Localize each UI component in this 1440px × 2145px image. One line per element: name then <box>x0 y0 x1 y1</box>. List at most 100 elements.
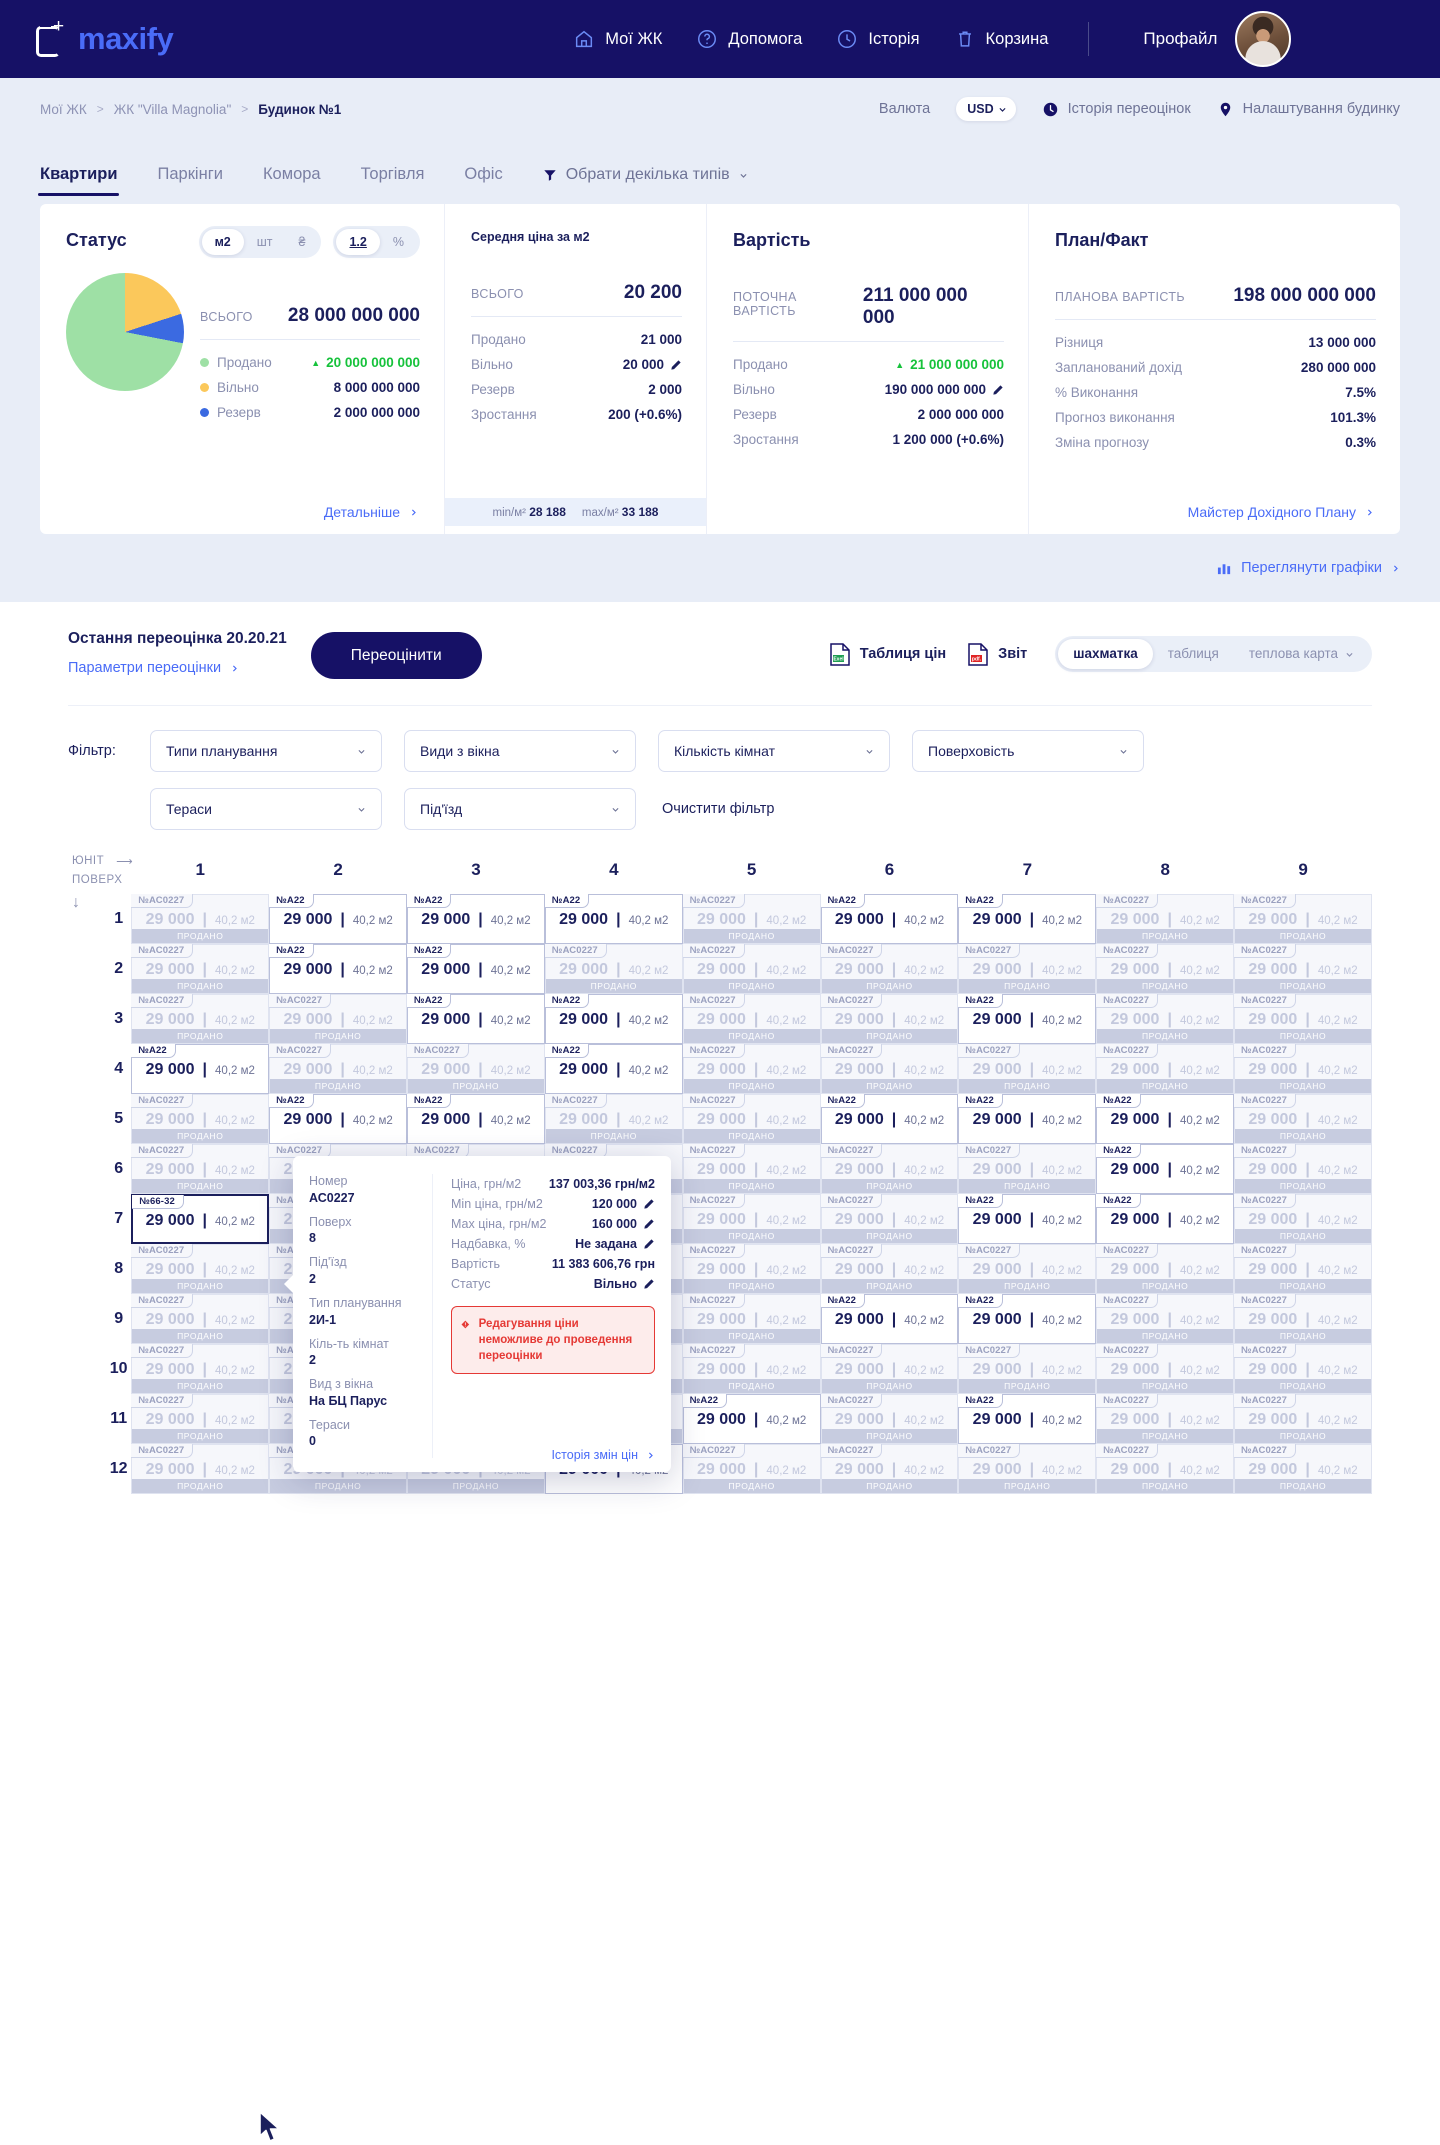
unit-cell[interactable]: №АС0227 29 000 | 40,2 м2 ПРОДАНО <box>682 1294 821 1344</box>
unit-cell[interactable]: №А22 29 000 | 40,2 м2 <box>958 1294 1097 1344</box>
unit-cell[interactable]: №АС0227 29 000 | 40,2 м2 ПРОДАНО <box>131 1244 270 1294</box>
filter-floors[interactable]: Поверховість <box>912 730 1144 772</box>
unit-cell[interactable]: №А22 29 000 | 40,2 м2 <box>958 1194 1097 1244</box>
report-export-link[interactable]: pdf. Звіт <box>968 642 1027 666</box>
unit-option-uah[interactable]: ₴ <box>298 235 306 249</box>
unit-cell[interactable]: №А22 29 000 | 40,2 м2 <box>407 1094 545 1144</box>
filter-entrance[interactable]: Під'їзд <box>404 788 636 830</box>
unit-cell[interactable]: №АС0227 29 000 | 40,2 м2 ПРОДАНО <box>958 1144 1097 1194</box>
breadcrumb-item-1[interactable]: ЖК "Villa Magnolia" <box>113 101 232 117</box>
unit-cell[interactable]: №АС0227 29 000 | 40,2 м2 ПРОДАНО <box>820 1244 959 1294</box>
unit-cell[interactable]: №АС0227 29 000 | 40,2 м2 ПРОДАНО <box>131 994 270 1044</box>
nav-item-my-complexes[interactable]: Мої ЖК <box>573 28 662 50</box>
multi-type-filter[interactable]: Обрати декілька типів <box>543 166 748 196</box>
unit-cell[interactable]: №АС0227 29 000 | 40,2 м2 ПРОДАНО <box>1234 1294 1372 1344</box>
unit-cell[interactable]: №А22 29 000 | 40,2 м2 <box>131 1044 270 1094</box>
unit-cell[interactable]: №АС0227 29 000 | 40,2 м2 ПРОДАНО <box>131 1344 270 1394</box>
unit-cell[interactable]: №АС0227 29 000 | 40,2 м2 ПРОДАНО <box>131 1444 270 1494</box>
tab-commerce[interactable]: Торгівля <box>360 165 425 183</box>
unit-cell[interactable]: №А22 29 000 | 40,2 м2 <box>1096 1194 1235 1244</box>
unit-cell[interactable]: №АС0227 29 000 | 40,2 м2 ПРОДАНО <box>820 944 959 994</box>
unit-cell[interactable]: №АС0227 29 000 | 40,2 м2 ПРОДАНО <box>131 894 270 944</box>
unit-cell[interactable]: №АС0227 29 000 | 40,2 м2 ПРОДАНО <box>820 1444 959 1494</box>
unit-cell[interactable]: №АС0227 29 000 | 40,2 м2 ПРОДАНО <box>682 1144 821 1194</box>
unit-cell[interactable]: №66-32 29 000 | 40,2 м2 <box>131 1194 270 1244</box>
edit-pencil-icon[interactable] <box>643 1278 655 1290</box>
unit-cell[interactable]: №А22 29 000 | 40,2 м2 <box>544 1044 683 1094</box>
edit-pencil-icon[interactable] <box>670 359 682 371</box>
view-mode-table[interactable]: таблиця <box>1167 646 1219 661</box>
unit-cell[interactable]: №АС0227 29 000 | 40,2 м2 ПРОДАНО <box>407 1044 545 1094</box>
unit-cell[interactable]: №АС0227 29 000 | 40,2 м2 ПРОДАНО <box>1096 1394 1235 1444</box>
unit-cell[interactable]: №АС0227 29 000 | 40,2 м2 ПРОДАНО <box>682 1094 821 1144</box>
edit-pencil-icon[interactable] <box>643 1218 655 1230</box>
unit-cell[interactable]: №АС0227 29 000 | 40,2 м2 ПРОДАНО <box>1234 1394 1372 1444</box>
unit-cell[interactable]: №АС0227 29 000 | 40,2 м2 ПРОДАНО <box>820 994 959 1044</box>
tab-apartments[interactable]: Квартири <box>37 165 120 196</box>
unit-cell[interactable]: №АС0227 29 000 | 40,2 м2 ПРОДАНО <box>1096 1044 1235 1094</box>
unit-cell[interactable]: №А22 29 000 | 40,2 м2 <box>544 994 683 1044</box>
unit-cell[interactable]: №АС0227 29 000 | 40,2 м2 ПРОДАНО <box>131 1094 270 1144</box>
unit-cell[interactable]: №АС0227 29 000 | 40,2 м2 ПРОДАНО <box>820 1194 959 1244</box>
unit-cell[interactable]: №АС0227 29 000 | 40,2 м2 ПРОДАНО <box>131 1294 270 1344</box>
brand-logo[interactable]: + maxify <box>36 17 174 59</box>
unit-cell[interactable]: №АС0227 29 000 | 40,2 м2 ПРОДАНО <box>682 894 821 944</box>
unit-cell[interactable]: №А22 29 000 | 40,2 м2 <box>407 994 545 1044</box>
unit-cell[interactable]: №АС0227 29 000 | 40,2 м2 ПРОДАНО <box>544 1094 683 1144</box>
unit-cell[interactable]: №АС0227 29 000 | 40,2 м2 ПРОДАНО <box>682 994 821 1044</box>
unit-cell[interactable]: №АС0227 29 000 | 40,2 м2 ПРОДАНО <box>131 1394 270 1444</box>
tab-office[interactable]: Офіс <box>464 165 503 183</box>
unit-cell[interactable]: №А22 29 000 | 40,2 м2 <box>958 994 1097 1044</box>
unit-cell[interactable]: №АС0227 29 000 | 40,2 м2 ПРОДАНО <box>1234 1094 1372 1144</box>
unit-cell[interactable]: №АС0227 29 000 | 40,2 м2 ПРОДАНО <box>1096 1244 1235 1294</box>
avatar[interactable] <box>1235 11 1292 67</box>
unit-option-m2[interactable]: м2 <box>201 229 244 255</box>
price-history-link[interactable]: Історія змін цін <box>551 1448 655 1462</box>
unit-cell[interactable]: №АС0227 29 000 | 40,2 м2 ПРОДАНО <box>1096 1344 1235 1394</box>
unit-cell[interactable]: №АС0227 29 000 | 40,2 м2 ПРОДАНО <box>820 1344 959 1394</box>
unit-cell[interactable]: №АС0227 29 000 | 40,2 м2 ПРОДАНО <box>1096 994 1235 1044</box>
edit-pencil-icon[interactable] <box>643 1198 655 1210</box>
unit-cell[interactable]: №АС0227 29 000 | 40,2 м2 ПРОДАНО <box>682 1444 821 1494</box>
unit-cell[interactable]: №АС0227 29 000 | 40,2 м2 ПРОДАНО <box>958 944 1097 994</box>
unit-cell[interactable]: №АС0227 29 000 | 40,2 м2 ПРОДАНО <box>1234 894 1372 944</box>
unit-cell[interactable]: №АС0227 29 000 | 40,2 м2 ПРОДАНО <box>1096 1294 1235 1344</box>
edit-pencil-icon[interactable] <box>643 1238 655 1250</box>
house-settings-link[interactable]: Налаштування будинку <box>1217 101 1400 118</box>
unit-cell[interactable]: №АС0227 29 000 | 40,2 м2 ПРОДАНО <box>131 944 270 994</box>
unit-cell[interactable]: №А22 29 000 | 40,2 м2 <box>1096 1144 1235 1194</box>
nav-item-history[interactable]: Історія <box>836 28 920 50</box>
revaluation-history-link[interactable]: Історія переоцінок <box>1042 101 1191 118</box>
unit-cell[interactable]: №А22 29 000 | 40,2 м2 <box>958 1094 1097 1144</box>
filter-layout-types[interactable]: Типи планування <box>150 730 382 772</box>
unit-cell[interactable]: №А22 29 000 | 40,2 м2 <box>269 1094 408 1144</box>
percent-option[interactable]: % <box>392 235 404 249</box>
income-plan-wizard-link[interactable]: Майстер Дохідного Плану <box>1188 504 1374 520</box>
edit-pencil-icon[interactable] <box>992 384 1004 396</box>
unit-cell[interactable]: №АС0227 29 000 | 40,2 м2 ПРОДАНО <box>1234 1144 1372 1194</box>
unit-cell[interactable]: №АС0227 29 000 | 40,2 м2 ПРОДАНО <box>682 944 821 994</box>
unit-cell[interactable]: №А22 29 000 | 40,2 м2 <box>820 1294 959 1344</box>
unit-cell[interactable]: №АС0227 29 000 | 40,2 м2 ПРОДАНО <box>1234 1444 1372 1494</box>
unit-cell[interactable]: №А22 29 000 | 40,2 м2 <box>958 894 1097 944</box>
currency-select[interactable]: USD <box>956 97 1016 121</box>
unit-cell[interactable]: №А22 29 000 | 40,2 м2 <box>820 1094 959 1144</box>
unit-cell[interactable]: №АС0227 29 000 | 40,2 м2 ПРОДАНО <box>682 1044 821 1094</box>
unit-cell[interactable]: №АС0227 29 000 | 40,2 м2 ПРОДАНО <box>1096 944 1235 994</box>
unit-cell[interactable]: №АС0227 29 000 | 40,2 м2 ПРОДАНО <box>1096 894 1235 944</box>
unit-cell[interactable]: №АС0227 29 000 | 40,2 м2 ПРОДАНО <box>820 1144 959 1194</box>
unit-cell[interactable]: №АС0227 29 000 | 40,2 м2 ПРОДАНО <box>958 1244 1097 1294</box>
unit-cell[interactable]: №А22 29 000 | 40,2 м2 <box>269 894 408 944</box>
unit-cell[interactable]: №АС0227 29 000 | 40,2 м2 ПРОДАНО <box>1234 1044 1372 1094</box>
unit-option-pcs[interactable]: шт <box>256 235 273 249</box>
view-mode-chessboard[interactable]: шахматка <box>1058 639 1153 669</box>
unit-cell[interactable]: №АС0227 29 000 | 40,2 м2 ПРОДАНО <box>682 1344 821 1394</box>
revalue-button[interactable]: Переоцінити <box>310 632 482 679</box>
price-table-export-link[interactable]: Exel Таблиця цін <box>829 642 946 666</box>
unit-cell[interactable]: №А22 29 000 | 40,2 м2 <box>820 894 959 944</box>
unit-cell[interactable]: №А22 29 000 | 40,2 м2 <box>544 894 683 944</box>
filter-rooms-count[interactable]: Кількість кімнат <box>658 730 890 772</box>
unit-cell[interactable]: №АС0227 29 000 | 40,2 м2 ПРОДАНО <box>1234 994 1372 1044</box>
unit-cell[interactable]: №АС0227 29 000 | 40,2 м2 ПРОДАНО <box>1096 1444 1235 1494</box>
unit-cell[interactable]: №АС0227 29 000 | 40,2 м2 ПРОДАНО <box>544 944 683 994</box>
